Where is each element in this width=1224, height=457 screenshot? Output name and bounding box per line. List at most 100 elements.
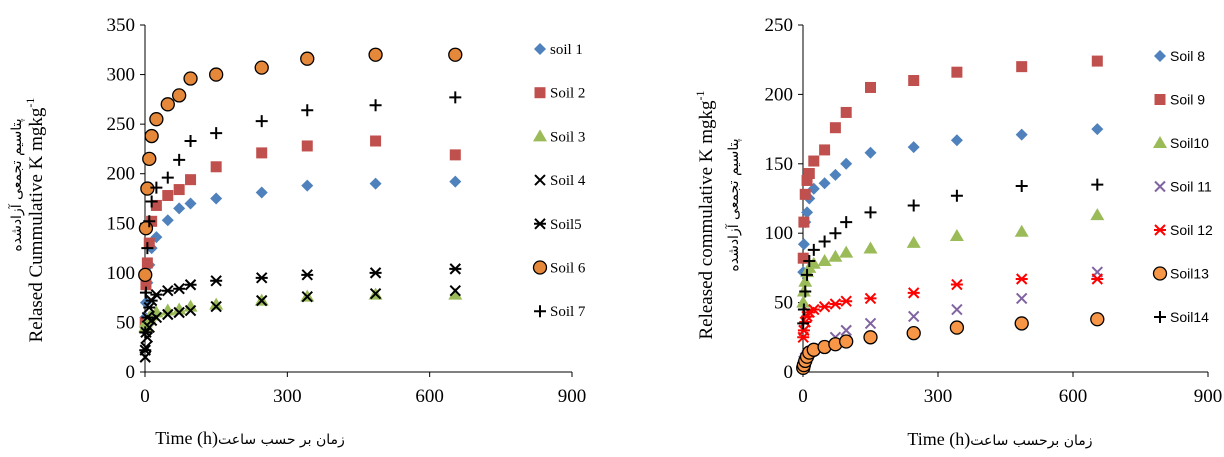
y-tick-label: 100 — [765, 223, 794, 244]
data-point — [808, 155, 820, 167]
data-point — [184, 134, 197, 147]
data-point — [210, 300, 222, 313]
legend-marker — [533, 129, 547, 142]
data-point — [797, 303, 810, 316]
data-point — [840, 295, 853, 307]
data-point — [840, 106, 852, 118]
data-point — [300, 51, 315, 66]
data-point — [144, 128, 159, 144]
series-soil14 — [797, 178, 1104, 330]
data-point — [369, 99, 382, 112]
data-point — [798, 274, 813, 287]
legend-label: Soil 6 — [550, 261, 586, 277]
data-point — [209, 67, 224, 82]
data-point — [209, 297, 224, 310]
chart-left-points — [138, 47, 463, 363]
data-point — [1015, 128, 1028, 141]
data-point — [950, 134, 963, 147]
data-point — [839, 245, 854, 258]
data-point — [839, 334, 854, 349]
data-point — [449, 284, 461, 297]
data-point — [255, 272, 268, 284]
chart-left-y-ticks: 0 50 100 150 200 250 300 350 — [107, 15, 145, 383]
data-point — [161, 284, 174, 297]
data-point — [141, 257, 153, 269]
data-point — [256, 294, 268, 307]
x-tick-label: 900 — [558, 386, 587, 407]
data-point — [139, 326, 152, 339]
legend-marker — [1154, 224, 1166, 236]
data-point — [370, 135, 382, 147]
legend-marker — [534, 218, 546, 230]
data-point — [368, 47, 383, 62]
series-soil-7 — [139, 91, 462, 339]
data-point — [185, 174, 197, 186]
data-point — [448, 287, 463, 300]
chart-right-x-label: زمان برحسب ساعتTime (h) — [907, 429, 1092, 450]
data-point — [863, 330, 878, 345]
data-point — [819, 144, 831, 156]
data-point — [1091, 123, 1104, 136]
data-point — [1091, 55, 1103, 67]
x-tick-label: 900 — [1194, 386, 1223, 407]
y-tick-label: 250 — [765, 15, 794, 36]
data-point — [1091, 178, 1104, 191]
data-point — [840, 157, 853, 170]
legend-label: Soil 2 — [550, 86, 585, 102]
legend-marker — [534, 174, 546, 186]
data-point — [150, 288, 163, 301]
data-point — [143, 301, 156, 314]
data-point — [255, 186, 268, 199]
data-point — [818, 177, 831, 190]
data-point — [210, 127, 223, 140]
chart-right-legend: Soil 8 Soil 9 Soil10 Soil 11 Soil 12 Soil13 So… — [1152, 48, 1213, 325]
data-point — [907, 287, 920, 299]
legend-label: Soil5 — [550, 217, 582, 233]
data-point — [183, 299, 198, 312]
y-tick-label: 50 — [774, 293, 793, 314]
legend-label: Soil13 — [1170, 266, 1209, 282]
data-point — [145, 195, 158, 208]
series-soil-3 — [138, 287, 463, 333]
chart-left-y-label: Relased Cummulative K mgkg-1 — [23, 98, 47, 343]
data-point — [907, 199, 920, 212]
data-point — [449, 263, 462, 275]
legend-marker — [534, 87, 546, 99]
data-point — [449, 91, 462, 104]
data-point — [141, 311, 154, 324]
legend-marker — [1152, 266, 1168, 281]
y-tick-label: 200 — [765, 84, 794, 105]
legend-label: Soil 11 — [1170, 179, 1212, 195]
data-point — [950, 189, 963, 202]
data-point — [906, 325, 921, 341]
data-point — [906, 235, 921, 248]
y-tick-label: 150 — [765, 154, 794, 175]
x-tick-label: 300 — [924, 386, 953, 407]
data-point — [256, 147, 268, 159]
data-point — [829, 227, 842, 240]
y-tick-label: 150 — [107, 213, 136, 234]
legend-marker — [534, 305, 546, 318]
data-point — [1016, 61, 1028, 73]
series-soil-9 — [797, 55, 1103, 264]
data-point — [301, 179, 314, 192]
chart-right-points — [796, 55, 1105, 375]
chart-left-legend: soil 1 Soil 2 Soil 3 Soil 4 Soil5 Soil 6 Soil … — [532, 42, 586, 320]
data-point — [184, 279, 197, 291]
series-soil-11 — [797, 266, 1104, 371]
data-point — [449, 149, 461, 161]
data-point — [162, 308, 174, 321]
data-point — [864, 292, 877, 305]
data-point — [184, 304, 197, 317]
data-point — [172, 88, 187, 103]
data-point — [210, 275, 223, 287]
chart-left-y-label-fa: پتاسیم تجمعی آزادشده — [8, 118, 25, 251]
data-point — [369, 177, 382, 190]
data-point — [817, 253, 832, 266]
data-point — [807, 243, 820, 256]
data-point — [949, 228, 964, 241]
data-point — [301, 290, 313, 303]
data-point — [150, 199, 162, 211]
data-point — [161, 171, 174, 184]
data-point — [818, 235, 831, 248]
